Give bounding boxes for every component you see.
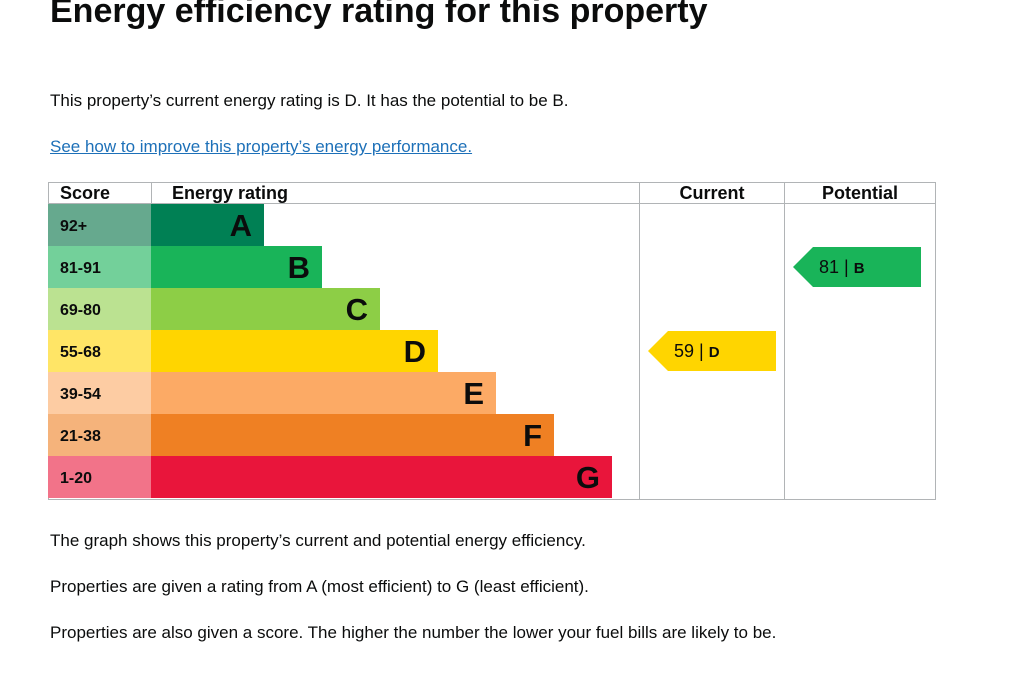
score-cell-a <box>48 204 151 246</box>
score-label-c: 69-80 <box>60 302 101 319</box>
score-cell-e <box>48 372 151 414</box>
band-bar-f <box>151 414 554 456</box>
score-cell-d <box>48 330 151 372</box>
rating-explanation: Properties are given a rating from A (mo… <box>50 577 589 596</box>
potential-rating-arrow <box>793 247 921 287</box>
band-letter-b: B <box>288 250 310 285</box>
header-current: Current <box>679 183 744 203</box>
score-label-d: 55-68 <box>60 344 101 361</box>
header-energy-rating: Energy rating <box>172 183 288 203</box>
band-bar-b <box>151 246 322 288</box>
band-letter-f: F <box>523 418 542 453</box>
band-bar-d <box>151 330 438 372</box>
band-letter-a: A <box>230 208 252 243</box>
current-rating-arrow <box>648 331 776 371</box>
potential-rating-label: 81 | B <box>819 257 865 277</box>
score-label-g: 1-20 <box>60 470 92 487</box>
score-cell-b <box>48 246 151 288</box>
band-bar-c <box>151 288 380 330</box>
energy-rating-graph: Score Energy rating Current Potential 92… <box>48 182 936 500</box>
page-title: Energy efficiency rating for this proper… <box>50 0 708 30</box>
band-letter-c: C <box>346 292 368 327</box>
header-potential: Potential <box>822 183 898 203</box>
score-explanation: Properties are also given a score. The h… <box>50 623 777 642</box>
band-bar-a <box>151 204 264 246</box>
current-rating-label: 59 | D <box>674 341 720 361</box>
score-cell-f <box>48 414 151 456</box>
score-cell-g <box>48 456 151 498</box>
band-bar-e <box>151 372 496 414</box>
band-letter-d: D <box>404 334 426 369</box>
header-score: Score <box>60 183 110 203</box>
score-label-f: 21-38 <box>60 428 101 445</box>
score-cell-c <box>48 288 151 330</box>
improve-performance-link[interactable]: See how to improve this property’s energ… <box>50 137 473 156</box>
band-bar-g <box>151 456 612 498</box>
score-label-e: 39-54 <box>60 386 101 403</box>
graph-explanation: The graph shows this property’s current … <box>50 531 586 550</box>
score-label-b: 81-91 <box>60 260 101 277</box>
rating-summary: This property’s current energy rating is… <box>50 91 569 110</box>
band-letter-g: G <box>576 460 600 495</box>
score-label-a: 92+ <box>60 218 87 235</box>
energy-rating-chart: Score Energy rating Current Potential 92… <box>48 182 936 500</box>
band-letter-e: E <box>463 376 484 411</box>
